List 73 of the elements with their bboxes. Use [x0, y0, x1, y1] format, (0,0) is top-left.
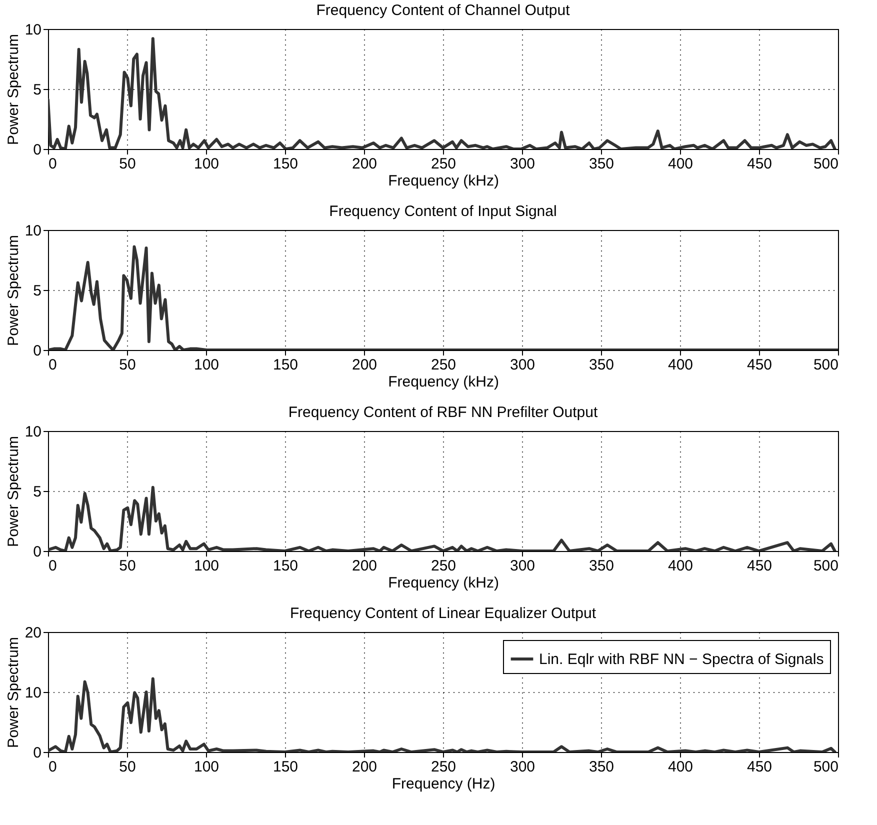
- x-tick-label: 450: [746, 156, 772, 172]
- y-tick-label: 0: [33, 744, 42, 762]
- x-tick-label: 150: [272, 558, 298, 574]
- x-tick-label: 100: [194, 558, 220, 574]
- x-tick-label: 250: [430, 156, 456, 172]
- x-tick-label: 500: [813, 356, 838, 374]
- legend-label: Lin. Eqlr with RBF NN − Spectra of Signals: [539, 651, 824, 668]
- chart-title: Frequency Content of RBF NN Prefilter Output: [288, 404, 598, 421]
- x-tick-label: 500: [813, 156, 838, 172]
- x-tick-label: 100: [194, 758, 220, 776]
- y-tick-label: 10: [24, 222, 42, 240]
- x-tick-label: 50: [119, 558, 136, 574]
- x-tick-label: 200: [352, 758, 378, 776]
- x-tick-label: 150: [272, 758, 298, 776]
- y-tick-label: 10: [24, 684, 42, 702]
- x-tick-label: 250: [430, 356, 456, 374]
- x-tick-label: 450: [746, 558, 772, 574]
- x-tick-label: 0: [48, 558, 57, 574]
- y-tick-label: 5: [33, 484, 42, 500]
- y-axis-title: Power Spectrum: [4, 34, 22, 145]
- chart-title: Frequency Content of Channel Output: [316, 2, 571, 19]
- x-tick-label: 100: [194, 156, 220, 172]
- x-tick-label: 200: [352, 558, 378, 574]
- x-axis-title: Frequency (Hz): [392, 776, 496, 792]
- line-series: [48, 37, 836, 149]
- x-tick-label: 200: [352, 356, 378, 374]
- x-axis-title: Frequency (kHz): [388, 172, 499, 190]
- x-axis-title: Frequency (kHz): [388, 574, 499, 592]
- x-tick-label: 250: [430, 758, 456, 776]
- x-tick-label: 500: [813, 558, 838, 574]
- x-tick-label: 50: [119, 156, 136, 172]
- line-series: [48, 486, 836, 551]
- x-tick-label: 250: [430, 558, 456, 574]
- x-tick-label: 450: [746, 356, 772, 374]
- x-tick-label: 450: [746, 758, 772, 776]
- y-tick-label: 0: [33, 342, 42, 360]
- x-tick-label: 200: [352, 156, 378, 172]
- y-tick-label: 5: [33, 82, 42, 98]
- chart-title: Frequency Content of Linear Equalizer Output: [290, 605, 597, 622]
- x-tick-label: 350: [588, 156, 614, 172]
- y-tick-label: 5: [33, 282, 42, 300]
- line-series: [48, 677, 836, 752]
- x-axis-title: Frequency (kHz): [388, 374, 499, 390]
- y-tick-label: 0: [33, 544, 42, 560]
- x-tick-label: 150: [272, 356, 298, 374]
- x-tick-label: 350: [588, 356, 614, 374]
- y-axis-title: Power Spectrum: [4, 436, 22, 547]
- x-tick-label: 350: [588, 758, 614, 776]
- y-axis-title: Power Spectrum: [4, 637, 22, 748]
- chart-title: Frequency Content of Input Signal: [329, 203, 557, 220]
- x-tick-label: 50: [119, 356, 136, 374]
- x-tick-label: 300: [510, 156, 536, 172]
- x-tick-label: 500: [813, 758, 838, 776]
- y-axis-title: Power Spectrum: [4, 235, 22, 346]
- x-tick-label: 0: [48, 156, 57, 172]
- x-tick-label: 150: [272, 156, 298, 172]
- x-tick-label: 400: [668, 356, 694, 374]
- x-tick-label: 400: [668, 558, 694, 574]
- y-tick-label: 20: [24, 624, 42, 642]
- x-tick-label: 300: [510, 356, 536, 374]
- x-tick-label: 0: [48, 758, 57, 776]
- y-tick-label: 10: [24, 424, 42, 440]
- x-tick-label: 400: [668, 156, 694, 172]
- x-tick-label: 100: [194, 356, 220, 374]
- x-tick-label: 400: [668, 758, 694, 776]
- x-tick-label: 300: [510, 558, 536, 574]
- x-tick-label: 300: [510, 758, 536, 776]
- x-tick-label: 50: [119, 758, 136, 776]
- y-tick-label: 0: [33, 142, 42, 158]
- y-tick-label: 10: [24, 22, 42, 38]
- x-tick-label: 350: [588, 558, 614, 574]
- line-series: [48, 245, 838, 350]
- x-tick-label: 0: [48, 356, 57, 374]
